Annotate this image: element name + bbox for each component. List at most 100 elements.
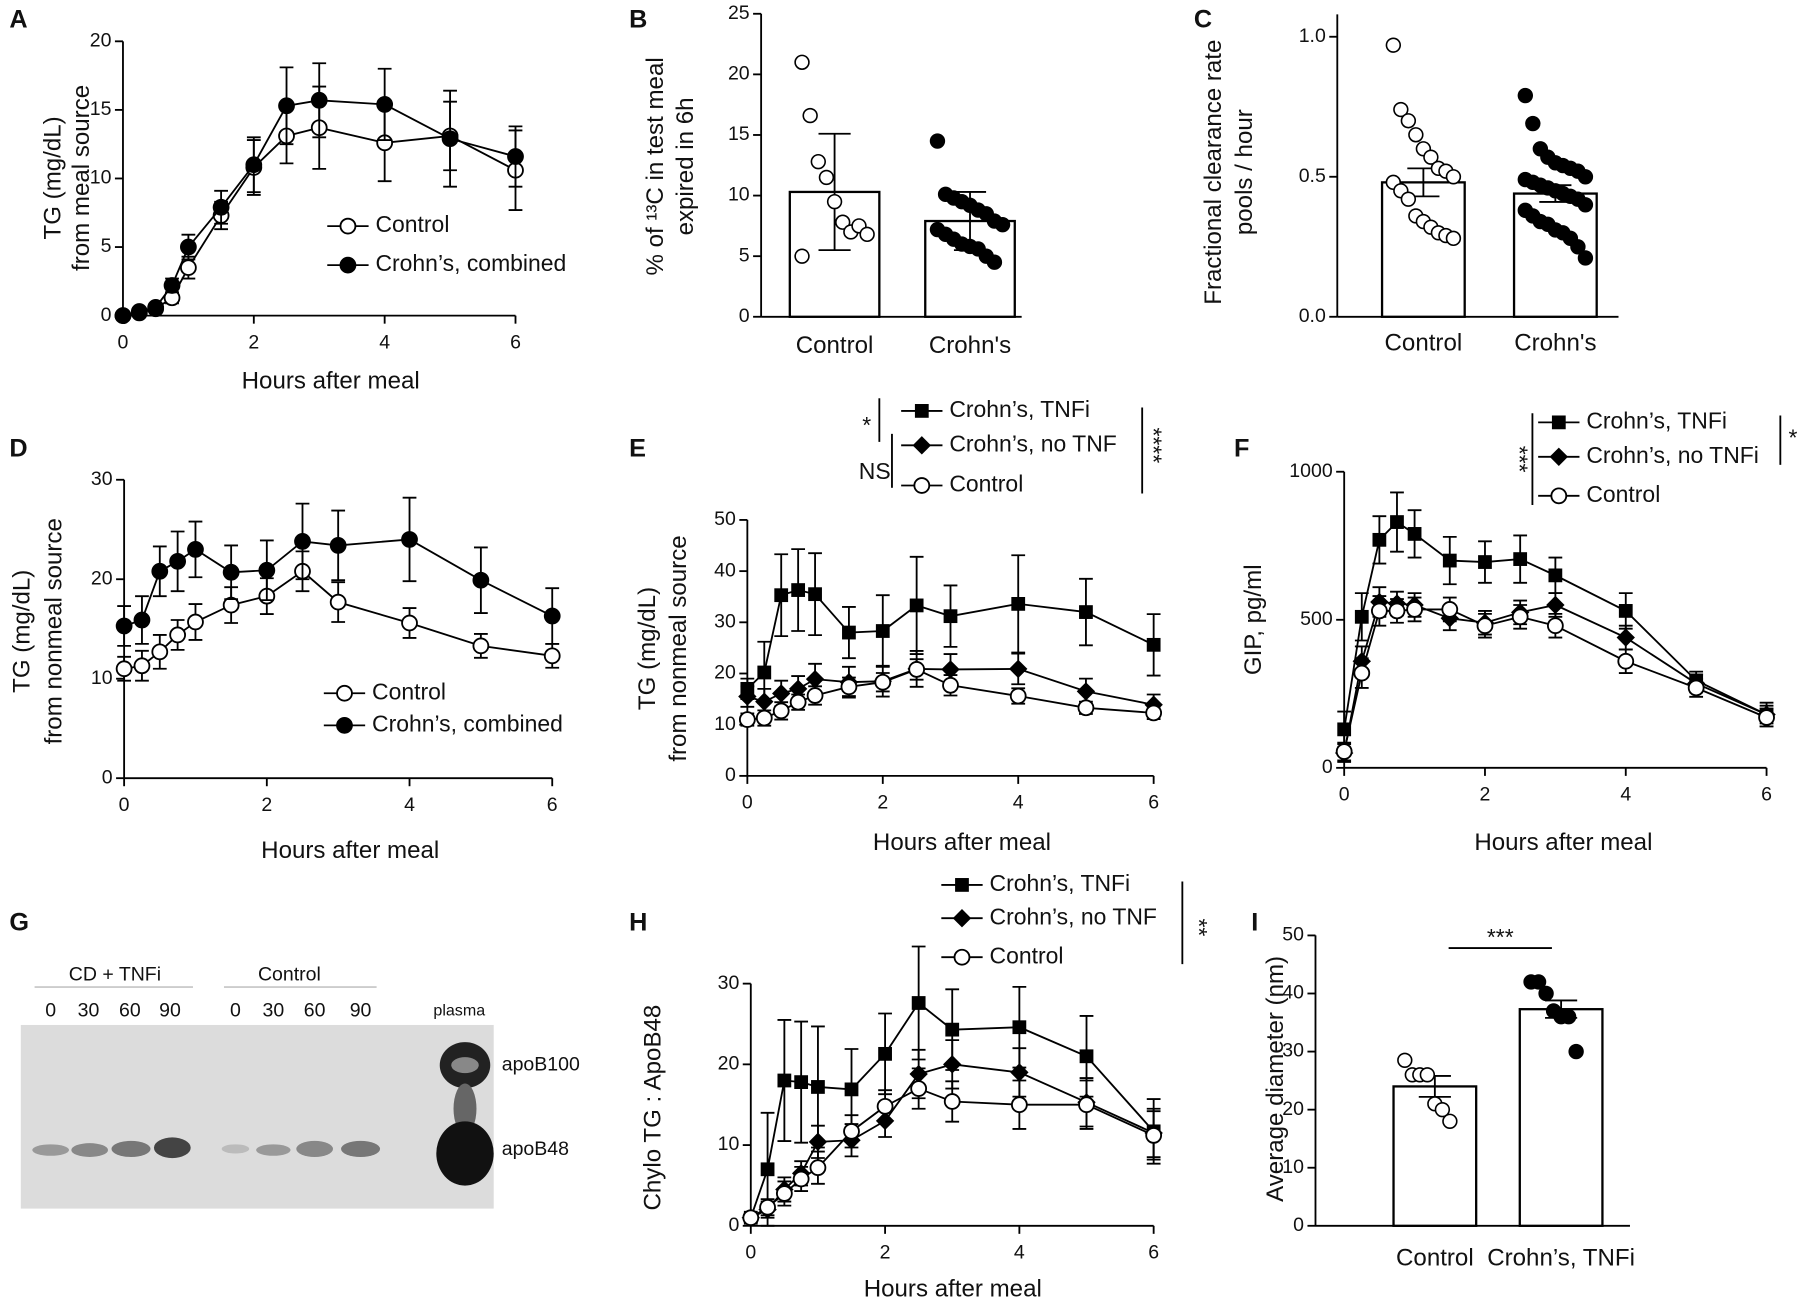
panel-letter: F [1234, 435, 1249, 463]
marker [1010, 1096, 1028, 1114]
marker [1478, 555, 1492, 569]
data-point [1419, 1067, 1436, 1083]
marker [941, 660, 960, 679]
marker [1354, 609, 1369, 624]
x-tick-label: Control [1396, 1244, 1474, 1271]
data-point [1568, 1043, 1584, 1060]
band [32, 1144, 70, 1156]
marker [777, 1073, 792, 1088]
x-axis-label: Hours after meal [873, 829, 1051, 856]
legend-marker [953, 948, 971, 966]
lane-label: 30 [78, 999, 100, 1021]
legend-label: Crohn’s, no TNF [949, 430, 1116, 456]
marker [1372, 532, 1387, 547]
marker [809, 1159, 827, 1177]
y-axis-label: Average diameter (nm) [1262, 956, 1289, 1202]
data-point [1577, 250, 1594, 266]
marker [1511, 608, 1529, 626]
y-tick-label: 1000 [1289, 460, 1333, 482]
marker [1390, 515, 1404, 529]
data-point [810, 153, 826, 170]
y-axis-label: TG (mg/dL) [634, 587, 661, 710]
marker [1758, 709, 1775, 726]
marker [133, 657, 151, 675]
legend-label: Crohn’s, combined [375, 250, 566, 276]
x-tick-label: 6 [510, 331, 521, 353]
marker [187, 541, 204, 558]
bar [1380, 181, 1466, 318]
data-point [1408, 127, 1424, 143]
marker [151, 562, 169, 580]
y-tick-label: 50 [1282, 924, 1304, 946]
marker [842, 625, 856, 640]
y-tick-label: 0.0 [1299, 305, 1326, 327]
data-point [1385, 37, 1402, 53]
marker [775, 1185, 793, 1202]
lane-label: 90 [350, 999, 372, 1021]
band [436, 1121, 494, 1186]
legend-marker [1551, 415, 1566, 430]
panel-letter: C [1194, 5, 1212, 33]
marker [844, 1082, 859, 1097]
x-tick-label: 4 [1013, 792, 1024, 814]
data-point [1445, 169, 1462, 185]
y-tick-label: 0 [725, 764, 736, 786]
marker [1353, 664, 1371, 682]
data-point [1577, 197, 1594, 213]
x-tick-label: 0 [745, 1242, 756, 1264]
data-point [1434, 1101, 1451, 1118]
y-tick-label: 1.0 [1299, 25, 1326, 47]
y-tick-label: 10 [1282, 1156, 1304, 1178]
marker [909, 598, 924, 613]
x-tick-label: 6 [547, 794, 558, 816]
data-point [1397, 1052, 1413, 1068]
marker [180, 259, 197, 277]
legend-label: Crohn’s, no TNF [990, 903, 1157, 929]
annotation: **** [1140, 427, 1166, 463]
legend-label: Control [1586, 481, 1660, 507]
marker [1407, 527, 1422, 541]
marker [945, 1022, 960, 1037]
y-axis-label: % of ¹³C in test meal [642, 57, 669, 275]
data-point [859, 226, 875, 243]
x-axis-label: Hours after meal [242, 368, 420, 395]
legend-marker [339, 217, 357, 235]
marker [794, 1075, 809, 1089]
marker [811, 1080, 825, 1094]
x-tick-label: Crohn's [929, 332, 1011, 359]
data-point [1400, 191, 1417, 207]
data-point [986, 254, 1003, 270]
marker [130, 303, 148, 320]
data-point [1517, 87, 1534, 104]
y-axis-label: pools / hour [1231, 109, 1258, 235]
data-point [1577, 169, 1594, 185]
legend-marker [914, 404, 929, 418]
marker [910, 1080, 928, 1097]
marker [169, 552, 187, 570]
panel-letter: G [9, 909, 29, 937]
lane-label: 30 [262, 999, 284, 1021]
legend-marker [912, 436, 931, 455]
series-line [746, 589, 1155, 690]
marker [792, 1170, 810, 1188]
annotation: ** [1186, 918, 1212, 936]
y-tick-label: 5 [739, 244, 750, 266]
error-bar [818, 132, 851, 252]
marker [441, 130, 459, 148]
data-point [994, 216, 1011, 233]
y-tick-label: 500 [1300, 608, 1333, 630]
marker [169, 626, 187, 644]
marker [943, 609, 958, 624]
marker [329, 537, 347, 554]
marker [1145, 1127, 1163, 1144]
marker [278, 97, 295, 115]
data-point [1560, 1009, 1577, 1025]
lane-label: 90 [159, 999, 181, 1021]
legend-label: Crohn’s, TNFi [949, 396, 1090, 422]
annotation: *** [1506, 446, 1532, 473]
y-tick-label: 10 [90, 167, 112, 189]
data-point [818, 169, 835, 186]
legend-marker [336, 717, 353, 734]
marker [1618, 604, 1633, 618]
marker [742, 1209, 760, 1227]
